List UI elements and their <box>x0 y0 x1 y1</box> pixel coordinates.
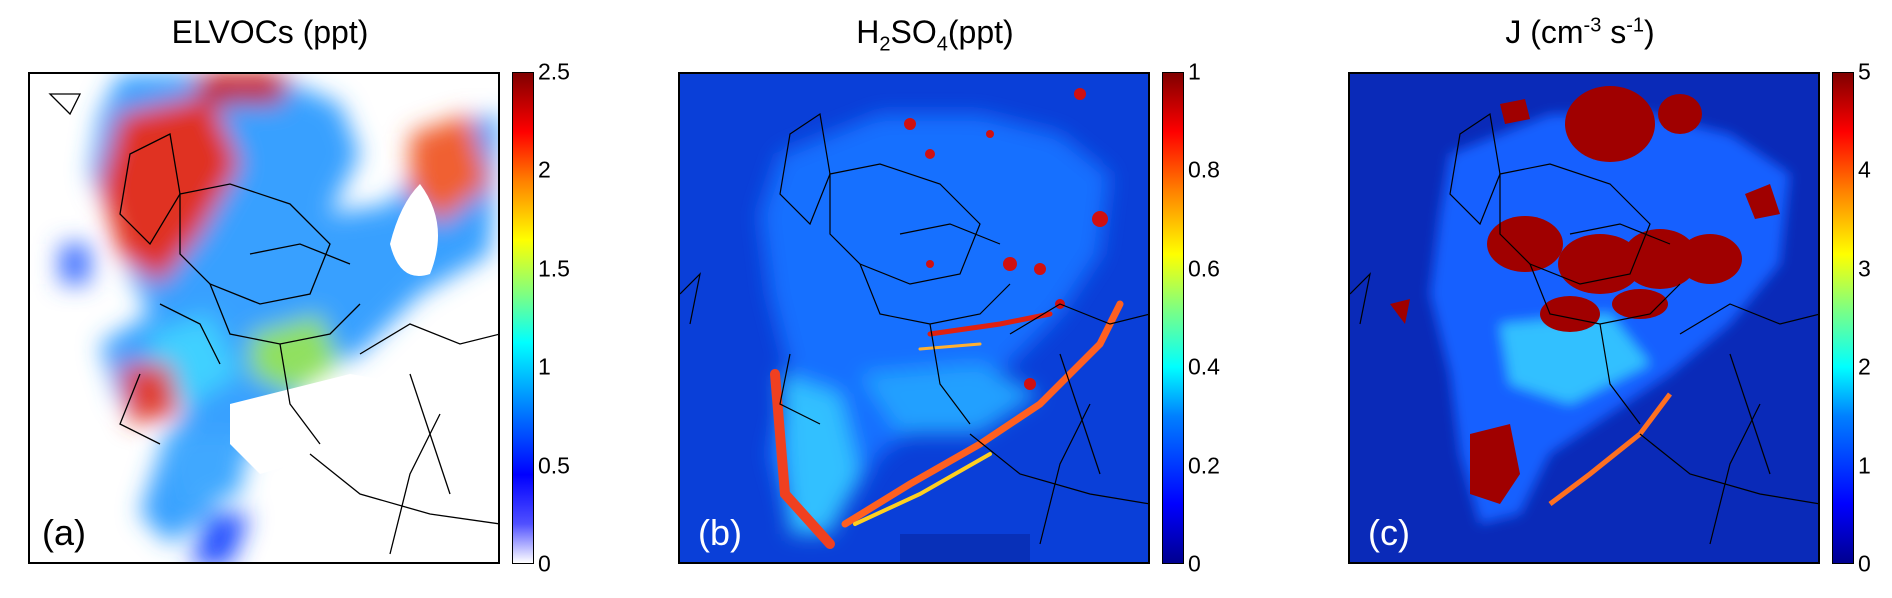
panel-a-title: ELVOCs (ppt) <box>0 14 540 51</box>
map-a-heatmap <box>48 74 498 562</box>
tick-b-2: 0.4 <box>1188 353 1220 380</box>
tick-c-0: 0 <box>1858 550 1871 577</box>
panel-c-label: (c) <box>1368 512 1410 553</box>
panel-a-label: (a) <box>42 512 86 553</box>
panel-b-title-so: SO <box>890 14 937 50</box>
panel-c-title-sup2: -1 <box>1626 14 1645 37</box>
tick-b-3: 0.6 <box>1188 255 1220 282</box>
panel-c-title-sup1: -3 <box>1583 14 1602 37</box>
tick-c-1: 1 <box>1858 452 1871 479</box>
colorbar-a <box>512 72 534 564</box>
tick-a-3: 1.5 <box>538 255 570 282</box>
panel-b-title-sub2: 4 <box>936 33 948 56</box>
panel-c-title: J (cm-3 s-1) <box>1300 14 1860 51</box>
panel-a-title-text: ELVOCs (ppt) <box>171 14 369 50</box>
tick-c-3: 3 <box>1858 255 1871 282</box>
panel-c-title-j: J (cm <box>1505 14 1584 50</box>
colorbar-c <box>1832 72 1854 564</box>
map-b-heatmap <box>680 74 1148 562</box>
map-a: (a) <box>28 72 500 564</box>
tick-b-1: 0.2 <box>1188 452 1220 479</box>
colorbar-b-ticks: 0 0.2 0.4 0.6 0.8 1 <box>1188 59 1248 577</box>
tick-b-5: 1 <box>1188 58 1201 85</box>
colorbar-b <box>1162 72 1184 564</box>
panel-c-title-close: ) <box>1644 14 1655 50</box>
tick-a-1: 0.5 <box>538 452 570 479</box>
panel-c: J (cm-3 s-1) <box>1300 0 1892 598</box>
panel-b-title-sub1: 2 <box>879 33 891 56</box>
panel-b-label: (b) <box>698 512 742 553</box>
tick-c-5: 5 <box>1858 58 1871 85</box>
map-b: (b) <box>678 72 1150 564</box>
tick-a-5: 2.5 <box>538 58 570 85</box>
panel-b-title-unit: (ppt) <box>947 14 1014 50</box>
map-c-heatmap <box>1350 74 1818 562</box>
panel-b-title-h: H <box>856 14 880 50</box>
colorbar-a-ticks: 0 0.5 1 1.5 2 2.5 <box>538 59 598 577</box>
panel-a: ELVOCs (ppt) <box>0 0 600 598</box>
tick-b-4: 0.8 <box>1188 156 1220 183</box>
tick-c-2: 2 <box>1858 353 1871 380</box>
tick-b-0: 0 <box>1188 550 1201 577</box>
tick-a-2: 1 <box>538 353 551 380</box>
colorbar-c-ticks: 0 1 2 3 4 5 <box>1858 59 1892 577</box>
tick-a-4: 2 <box>538 156 551 183</box>
panel-b: H2SO4(ppt) <box>640 0 1260 598</box>
panel-c-title-s: s <box>1601 14 1627 50</box>
panel-b-title: H2SO4(ppt) <box>640 14 1230 56</box>
map-c: (c) <box>1348 72 1820 564</box>
tick-a-0: 0 <box>538 550 551 577</box>
tick-c-4: 4 <box>1858 156 1871 183</box>
